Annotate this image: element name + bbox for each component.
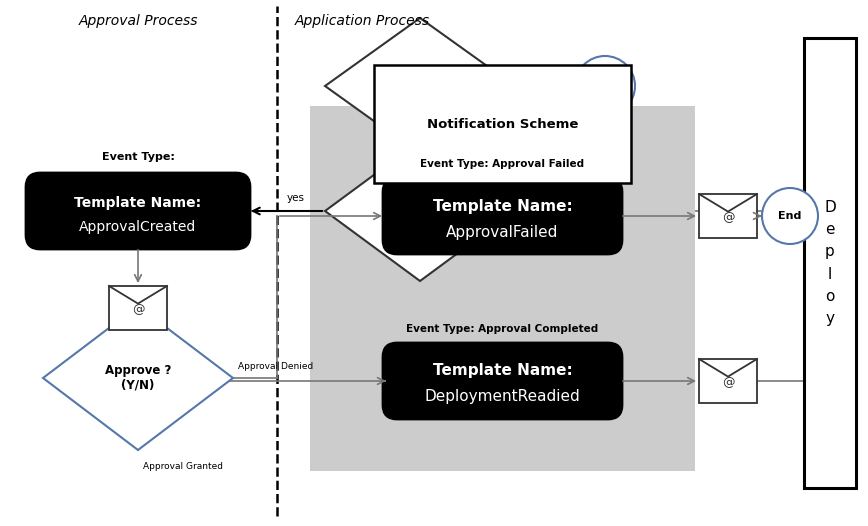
- Text: @: @: [722, 211, 734, 225]
- Circle shape: [762, 188, 818, 244]
- Bar: [699, 194, 757, 238]
- Text: Notification Scheme: Notification Scheme: [427, 117, 578, 130]
- Text: Template Name:: Template Name:: [432, 198, 572, 214]
- Text: ApprovalFailed: ApprovalFailed: [446, 225, 559, 239]
- Text: @: @: [132, 304, 144, 317]
- Polygon shape: [325, 18, 515, 154]
- Text: yes: yes: [428, 143, 446, 153]
- Text: no: no: [538, 68, 551, 78]
- Bar: [699, 359, 757, 403]
- Text: Approval Process: Approval Process: [78, 14, 198, 28]
- Text: Template Name:: Template Name:: [75, 196, 201, 210]
- Text: Event Type: Approval Completed: Event Type: Approval Completed: [406, 324, 599, 334]
- Polygon shape: [43, 306, 233, 450]
- Text: @: @: [722, 377, 734, 389]
- Text: yes: yes: [287, 193, 305, 203]
- FancyBboxPatch shape: [26, 173, 250, 249]
- Text: Event Type: Approval Failed: Event Type: Approval Failed: [420, 159, 584, 169]
- Text: End: End: [594, 81, 616, 91]
- Text: End: End: [779, 211, 802, 221]
- Circle shape: [575, 56, 635, 116]
- Text: Approval Denied: Approval Denied: [238, 362, 313, 371]
- Polygon shape: [325, 141, 515, 281]
- Bar: [310, 106, 695, 471]
- FancyBboxPatch shape: [383, 343, 622, 419]
- Text: DeploymentReadied: DeploymentReadied: [424, 389, 581, 404]
- Bar: [804, 38, 856, 488]
- Text: ApprovalCreated: ApprovalCreated: [79, 220, 197, 234]
- Text: no: no: [520, 193, 533, 203]
- Text: Approval
Required?
(Y/N): Approval Required? (Y/N): [389, 195, 451, 228]
- Text: Event Type:: Event Type:: [102, 152, 174, 162]
- Text: D
e
p
l
o
y: D e p l o y: [824, 200, 836, 326]
- Text: Approve ?
(Y/N): Approve ? (Y/N): [105, 364, 171, 392]
- Bar: [109, 286, 167, 330]
- Text: Application Process: Application Process: [295, 14, 431, 28]
- Text: Deploy
Environment ?
(Y/N): Deploy Environment ? (Y/N): [375, 69, 465, 103]
- FancyBboxPatch shape: [383, 178, 622, 254]
- Text: Approval Granted: Approval Granted: [143, 462, 223, 471]
- Text: Template Name:: Template Name:: [432, 363, 572, 379]
